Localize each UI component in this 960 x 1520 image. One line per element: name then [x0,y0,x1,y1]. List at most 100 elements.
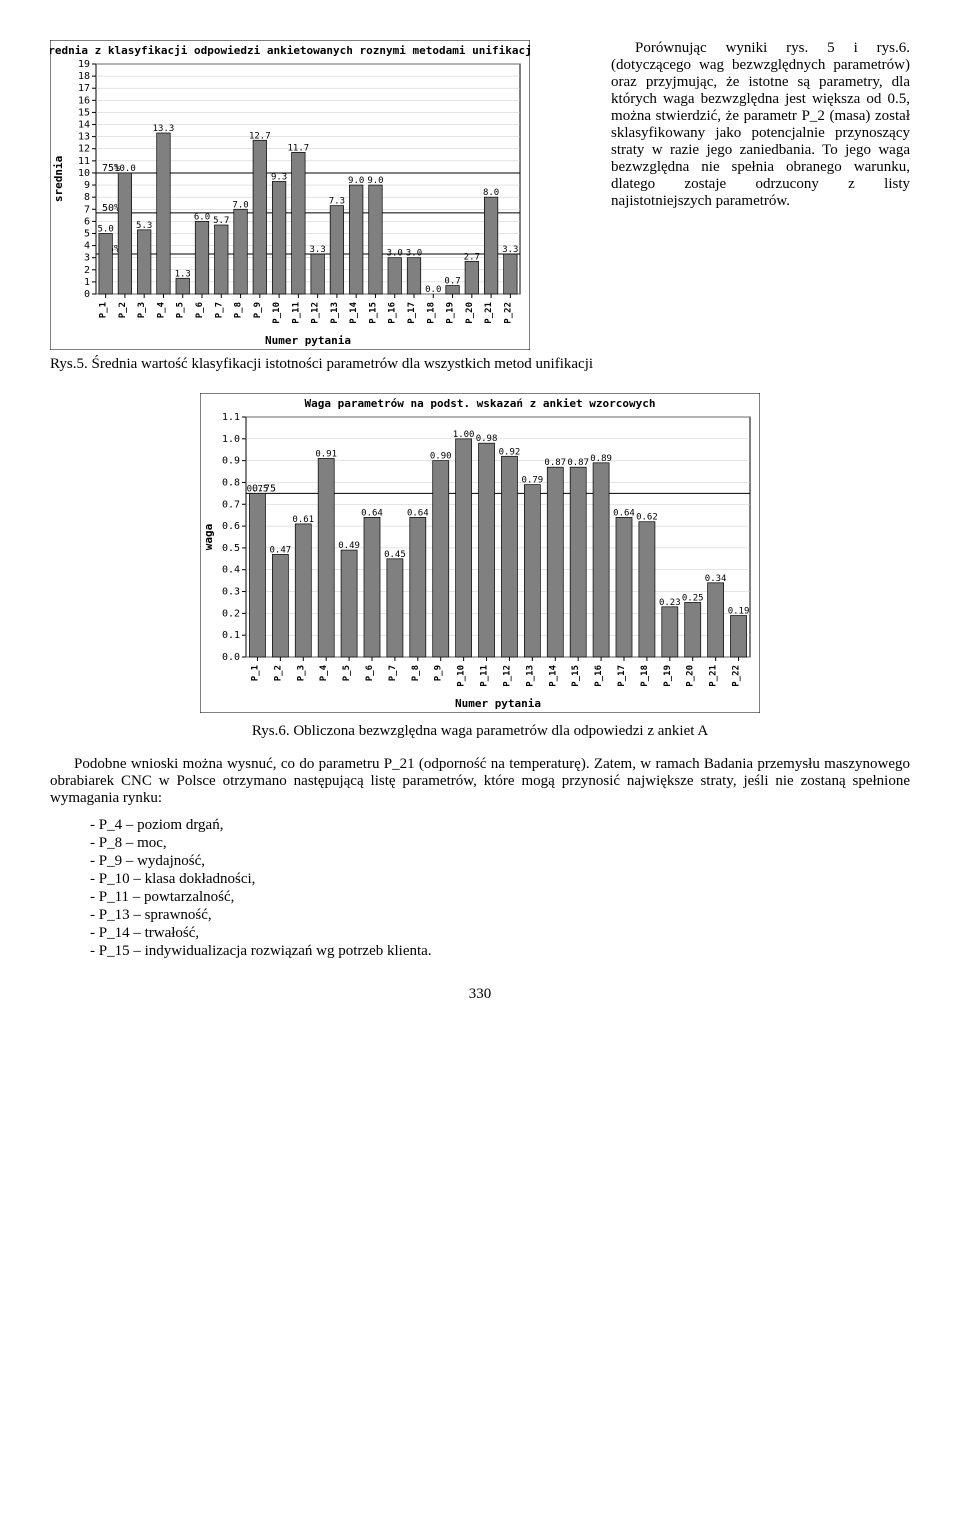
svg-text:14: 14 [78,120,90,131]
list-item: - P_13 – sprawność, [90,907,910,924]
svg-text:P_15: P_15 [571,665,581,687]
svg-text:P_10: P_10 [457,665,467,687]
svg-text:10: 10 [78,168,90,179]
svg-text:waga: waga [202,524,215,551]
svg-text:P_7: P_7 [388,665,398,681]
svg-text:P_5: P_5 [342,665,352,681]
svg-text:3.3: 3.3 [310,245,326,255]
svg-text:9: 9 [84,180,90,191]
svg-text:6: 6 [84,216,90,227]
svg-text:5.0: 5.0 [98,224,114,234]
svg-text:0.75: 0.75 [247,484,269,494]
caption2: Rys.6. Obliczona bezwzględna waga parame… [50,723,910,740]
svg-text:0.98: 0.98 [476,434,498,444]
svg-text:7.0: 7.0 [232,200,248,210]
svg-text:P_13: P_13 [525,665,535,687]
svg-text:P_13: P_13 [330,302,340,324]
svg-text:5: 5 [84,228,90,239]
paragraph1-text: Porównując wyniki rys. 5 i rys.6. (dotyc… [611,40,910,210]
svg-text:0.0: 0.0 [425,285,441,295]
page-number: 330 [50,986,910,1003]
svg-text:2.7: 2.7 [464,252,480,262]
svg-text:0.19: 0.19 [728,607,750,617]
list-item: - P_11 – powtarzalność, [90,889,910,906]
svg-text:1.00: 1.00 [453,430,475,440]
svg-text:11: 11 [78,156,90,167]
svg-text:0.3: 0.3 [222,587,240,598]
svg-text:0.2: 0.2 [222,608,240,619]
svg-text:P_9: P_9 [253,302,263,318]
svg-text:0.49: 0.49 [338,541,360,551]
paragraph1: Porównując wyniki rys. 5 i rys.6. (dotyc… [611,40,910,220]
svg-text:0.47: 0.47 [270,545,292,555]
list-item: - P_4 – poziom drgań, [90,817,910,834]
svg-text:Numer pytania: Numer pytania [265,334,351,347]
chart2-row: Waga parametrów na podst. wskazań z anki… [50,393,910,713]
svg-text:P_4: P_4 [156,301,166,318]
svg-text:11.7: 11.7 [288,143,310,153]
svg-text:3.0: 3.0 [387,249,403,259]
svg-text:5.7: 5.7 [213,216,229,226]
svg-text:P_21: P_21 [484,302,494,324]
svg-text:P_9: P_9 [434,665,444,681]
svg-text:P_12: P_12 [502,665,512,687]
svg-text:P_15: P_15 [368,302,378,324]
svg-text:0.6: 0.6 [222,521,240,532]
svg-text:P_21: P_21 [709,665,719,687]
svg-text:6.0: 6.0 [194,212,210,222]
svg-text:P_8: P_8 [411,665,421,681]
svg-text:9.0: 9.0 [367,176,383,186]
svg-text:0.0: 0.0 [222,652,240,663]
svg-text:0.64: 0.64 [407,508,429,518]
svg-text:P_22: P_22 [503,302,513,324]
svg-text:13.3: 13.3 [153,124,175,134]
svg-text:0.89: 0.89 [590,454,612,464]
svg-text:3.3: 3.3 [502,245,518,255]
svg-text:P_6: P_6 [195,302,205,318]
svg-text:12: 12 [78,144,90,155]
svg-text:P_14: P_14 [548,664,558,686]
svg-text:2: 2 [84,265,90,276]
svg-text:0.4: 0.4 [222,565,240,576]
svg-text:0.25: 0.25 [682,593,704,603]
svg-text:P_7: P_7 [214,302,224,318]
svg-text:0.64: 0.64 [613,508,635,518]
svg-text:Numer pytania: Numer pytania [455,697,541,710]
svg-text:P_6: P_6 [365,665,375,681]
param-list: - P_4 – poziom drgań,- P_8 – moc,- P_9 –… [90,817,910,960]
paragraph2: Podobne wnioski można wysnuć, co do para… [50,756,910,807]
svg-text:P_17: P_17 [617,665,627,687]
svg-text:16: 16 [78,95,90,106]
svg-text:P_18: P_18 [426,302,436,324]
svg-text:0.79: 0.79 [522,476,544,486]
list-item: - P_8 – moc, [90,835,910,852]
svg-text:P_2: P_2 [118,302,128,318]
top-row: Srednia z klasyfikacji odpowiedzi ankiet… [50,40,910,373]
svg-text:P_11: P_11 [480,665,490,687]
svg-text:0.92: 0.92 [499,447,521,457]
svg-text:1.1: 1.1 [222,412,240,423]
svg-text:0.7: 0.7 [222,499,240,510]
svg-text:0.8: 0.8 [222,477,240,488]
svg-text:3: 3 [84,253,90,264]
svg-text:Srednia z klasyfikacji odpowie: Srednia z klasyfikacji odpowiedzi ankiet… [50,44,530,57]
svg-text:P_4: P_4 [319,664,329,681]
svg-text:P_20: P_20 [686,665,696,687]
svg-text:0: 0 [84,289,90,300]
svg-text:P_1: P_1 [250,665,260,681]
svg-text:8.0: 8.0 [483,188,499,198]
svg-text:0.5: 0.5 [222,543,240,554]
svg-text:0.61: 0.61 [292,515,314,525]
svg-text:0.87: 0.87 [567,458,589,468]
caption1: Rys.5. Średnia wartość klasyfikacji isto… [50,356,593,373]
svg-text:15: 15 [78,107,90,118]
svg-text:0.7: 0.7 [444,277,460,287]
list-item: - P_10 – klasa dokładności, [90,871,910,888]
svg-text:4: 4 [84,241,90,252]
svg-text:9.0: 9.0 [348,176,364,186]
svg-text:9.3: 9.3 [271,172,287,182]
svg-text:10.0: 10.0 [114,164,136,174]
svg-text:P_18: P_18 [640,665,650,687]
svg-text:50%: 50% [102,203,120,214]
svg-text:0.45: 0.45 [384,550,406,560]
